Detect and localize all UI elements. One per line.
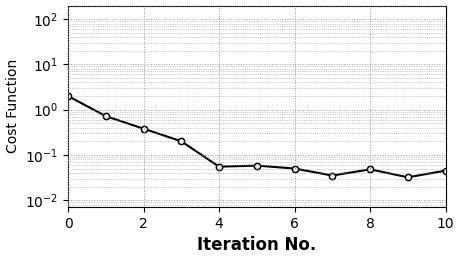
X-axis label: Iteration No.: Iteration No. xyxy=(197,236,316,255)
Y-axis label: Cost Function: Cost Function xyxy=(6,59,20,153)
